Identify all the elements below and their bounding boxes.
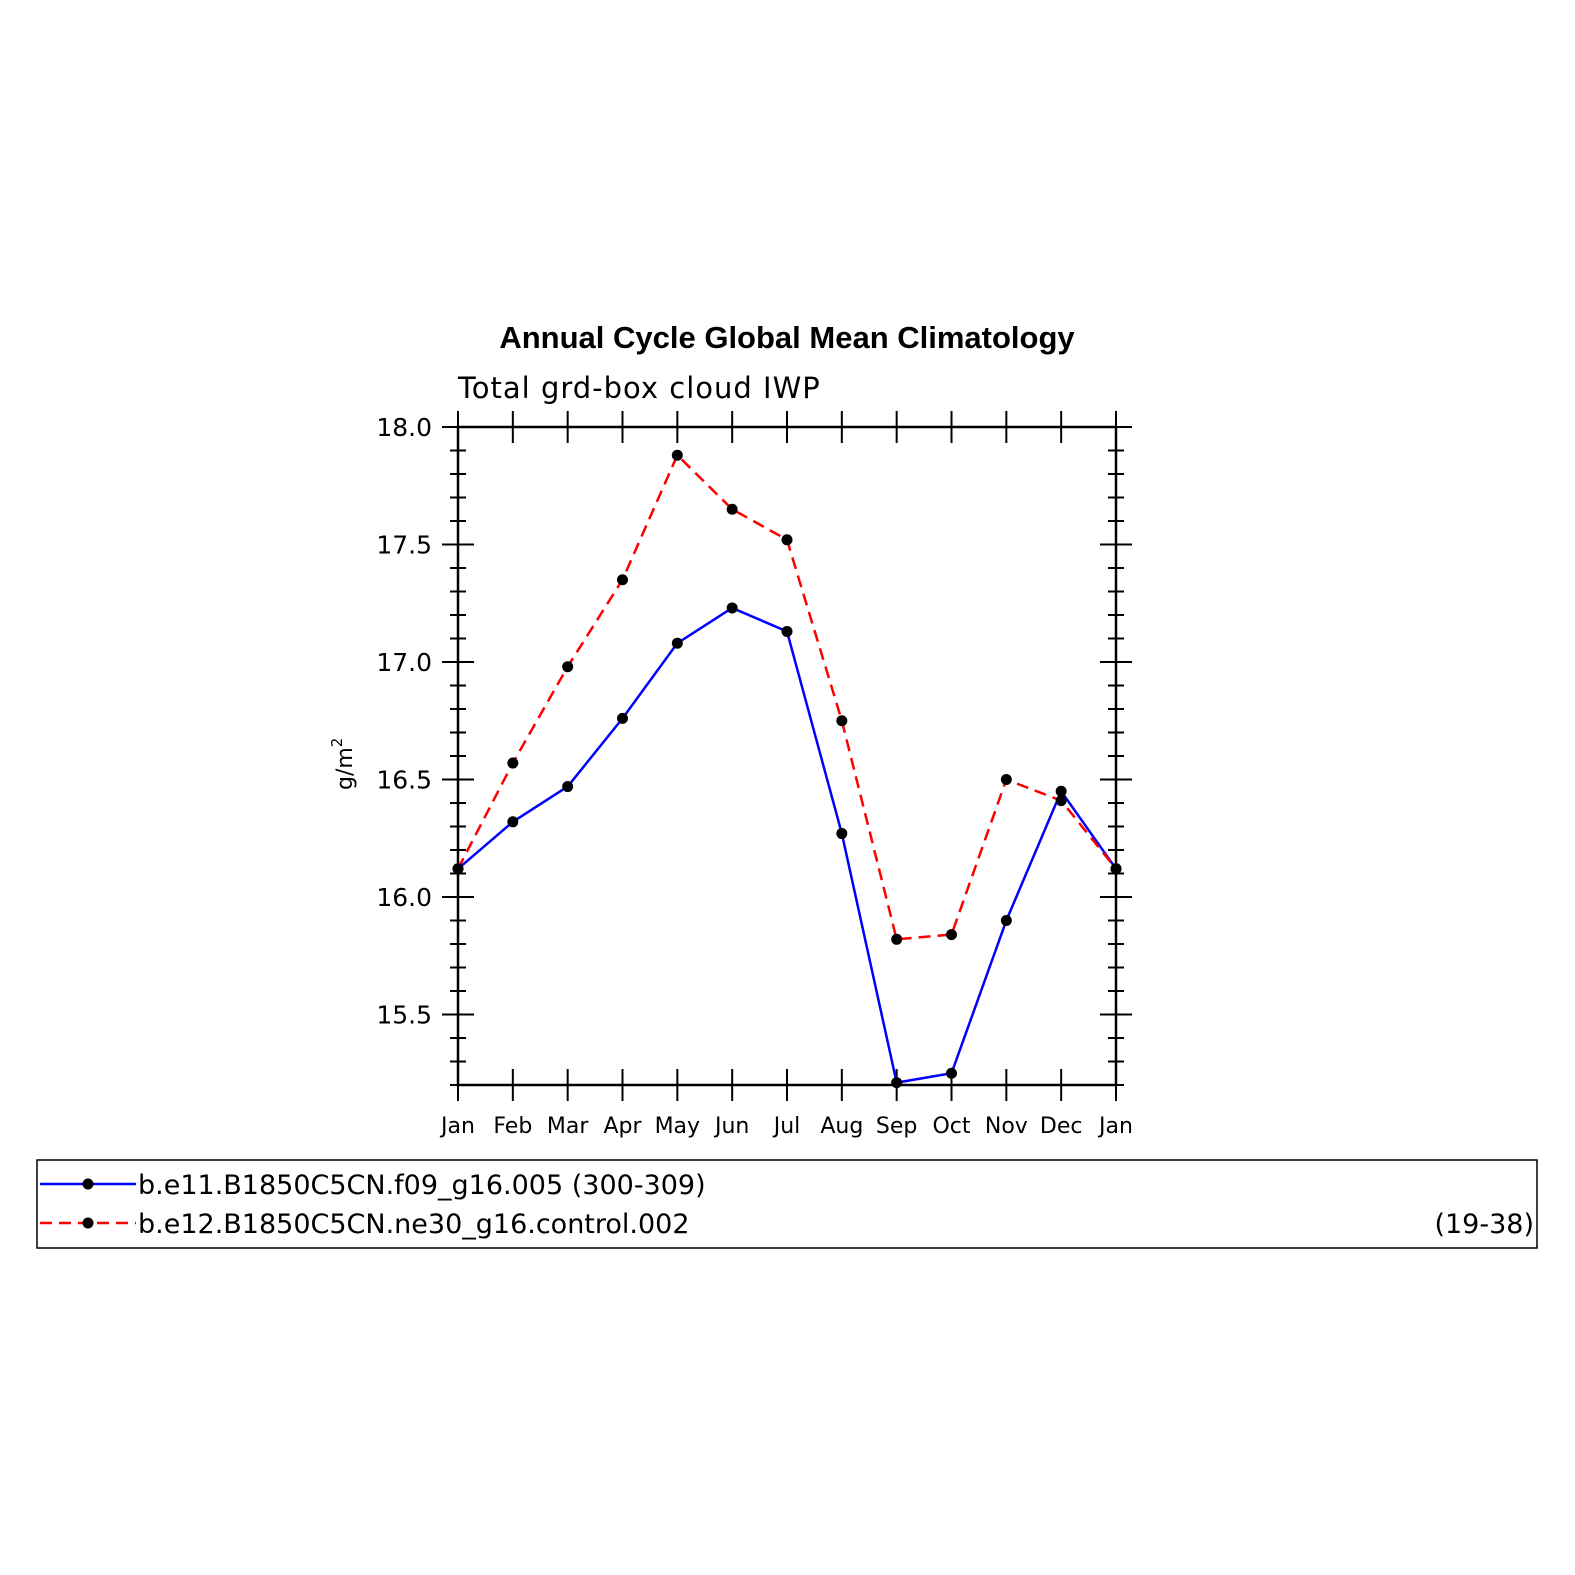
data-point-series-1 [946, 1067, 957, 1079]
data-point-series-2 [671, 449, 683, 461]
data-point-series-2 [946, 929, 957, 941]
data-point-series-1 [562, 781, 574, 793]
svg-text:b.e11.B1850C5CN.f09_g16.005 (3: b.e11.B1850C5CN.f09_g16.005 (300-309) [138, 1170, 706, 1201]
legend-years-series-1: (300-309) [572, 1170, 706, 1201]
legend-item-series-1: b.e11.B1850C5CN.f09_g16.005 (300-309) [40, 1170, 706, 1201]
chart-title: Annual Cycle Global Mean Climatology [499, 320, 1075, 355]
x-tick-label: Jan [1097, 1114, 1133, 1139]
data-point-series-1 [726, 602, 738, 614]
svg-text:b.e12.B1850C5CN.ne30_g16.contr: b.e12.B1850C5CN.ne30_g16.control.002 [138, 1209, 690, 1240]
legend-label-series-1: b.e11.B1850C5CN.f09_g16.005 [138, 1170, 563, 1201]
legend-years-series-2: (19-38) [1434, 1209, 1534, 1240]
data-point-series-1 [836, 828, 848, 840]
data-point-series-2 [781, 534, 793, 546]
y-tick-label: 16.0 [376, 883, 432, 912]
data-point-series-2 [562, 661, 574, 673]
x-tick-label: Sep [876, 1114, 917, 1139]
data-point-series-1 [1055, 785, 1067, 797]
chart-subtitle: Total grd-box cloud IWP [457, 371, 821, 405]
data-point-series-2 [1055, 795, 1067, 807]
y-axis-label: g/m2 [328, 738, 358, 790]
x-tick-label: Dec [1040, 1114, 1083, 1139]
y-axis-label-superscript: 2 [328, 738, 346, 748]
y-tick-label: 18.0 [376, 413, 432, 442]
x-tick-label: Oct [932, 1114, 970, 1139]
y-tick-label: 17.0 [376, 648, 432, 677]
data-point-series-2 [1110, 863, 1122, 875]
y-tick-label: 17.5 [376, 531, 432, 560]
data-point-series-2 [617, 574, 628, 586]
y-tick-label: 16.5 [376, 766, 432, 795]
series-line-1 [457, 606, 1118, 1085]
x-tick-label: Jan [439, 1114, 475, 1139]
x-tick-label: Jul [772, 1114, 801, 1139]
data-point-series-2 [836, 715, 848, 727]
x-tick-label: Feb [493, 1114, 532, 1139]
x-tick-label: Jun [713, 1114, 749, 1139]
data-point-series-1 [507, 816, 519, 828]
data-point-series-1 [671, 637, 683, 649]
legend-marker-series-2 [82, 1217, 94, 1229]
data-point-series-2 [507, 757, 519, 769]
legend-label-series-2: b.e12.B1850C5CN.ne30_g16.control.002 [138, 1209, 690, 1240]
y-tick-label: 15.5 [376, 1001, 432, 1030]
svg-text:(19-38): (19-38) [1434, 1209, 1534, 1240]
data-point-series-1 [891, 1077, 903, 1089]
plot-area: 15.5 16.0 16.5 17.0 17.5 18.0 Jan Feb Mar Apr May J… [376, 411, 1133, 1139]
data-point-series-2 [452, 863, 464, 875]
legend-marker-series-1 [82, 1178, 94, 1190]
data-point-series-1 [1000, 915, 1012, 926]
x-tick-label: Aug [820, 1114, 863, 1139]
data-point-series-1 [617, 712, 628, 724]
data-point-series-2 [726, 503, 738, 515]
x-tick-label: Nov [985, 1114, 1028, 1139]
plot-frame [456, 425, 1118, 1087]
svg-text:g/m2: g/m2 [328, 738, 358, 790]
x-tick-label: Mar [547, 1114, 589, 1139]
legend-box [36, 1159, 1538, 1249]
legend-item-series-2: b.e12.B1850C5CN.ne30_g16.control.002 (19… [40, 1209, 1534, 1240]
legend: b.e11.B1850C5CN.f09_g16.005 (300-309) b.… [36, 1159, 1538, 1249]
x-tick-label: May [655, 1114, 700, 1139]
data-point-series-1 [781, 625, 793, 637]
data-point-series-2 [1000, 774, 1012, 785]
data-point-series-2 [891, 933, 903, 945]
series-line-2 [456, 453, 1117, 941]
x-tick-label: Apr [603, 1114, 642, 1139]
y-axis-label-text: g/m [333, 747, 358, 790]
